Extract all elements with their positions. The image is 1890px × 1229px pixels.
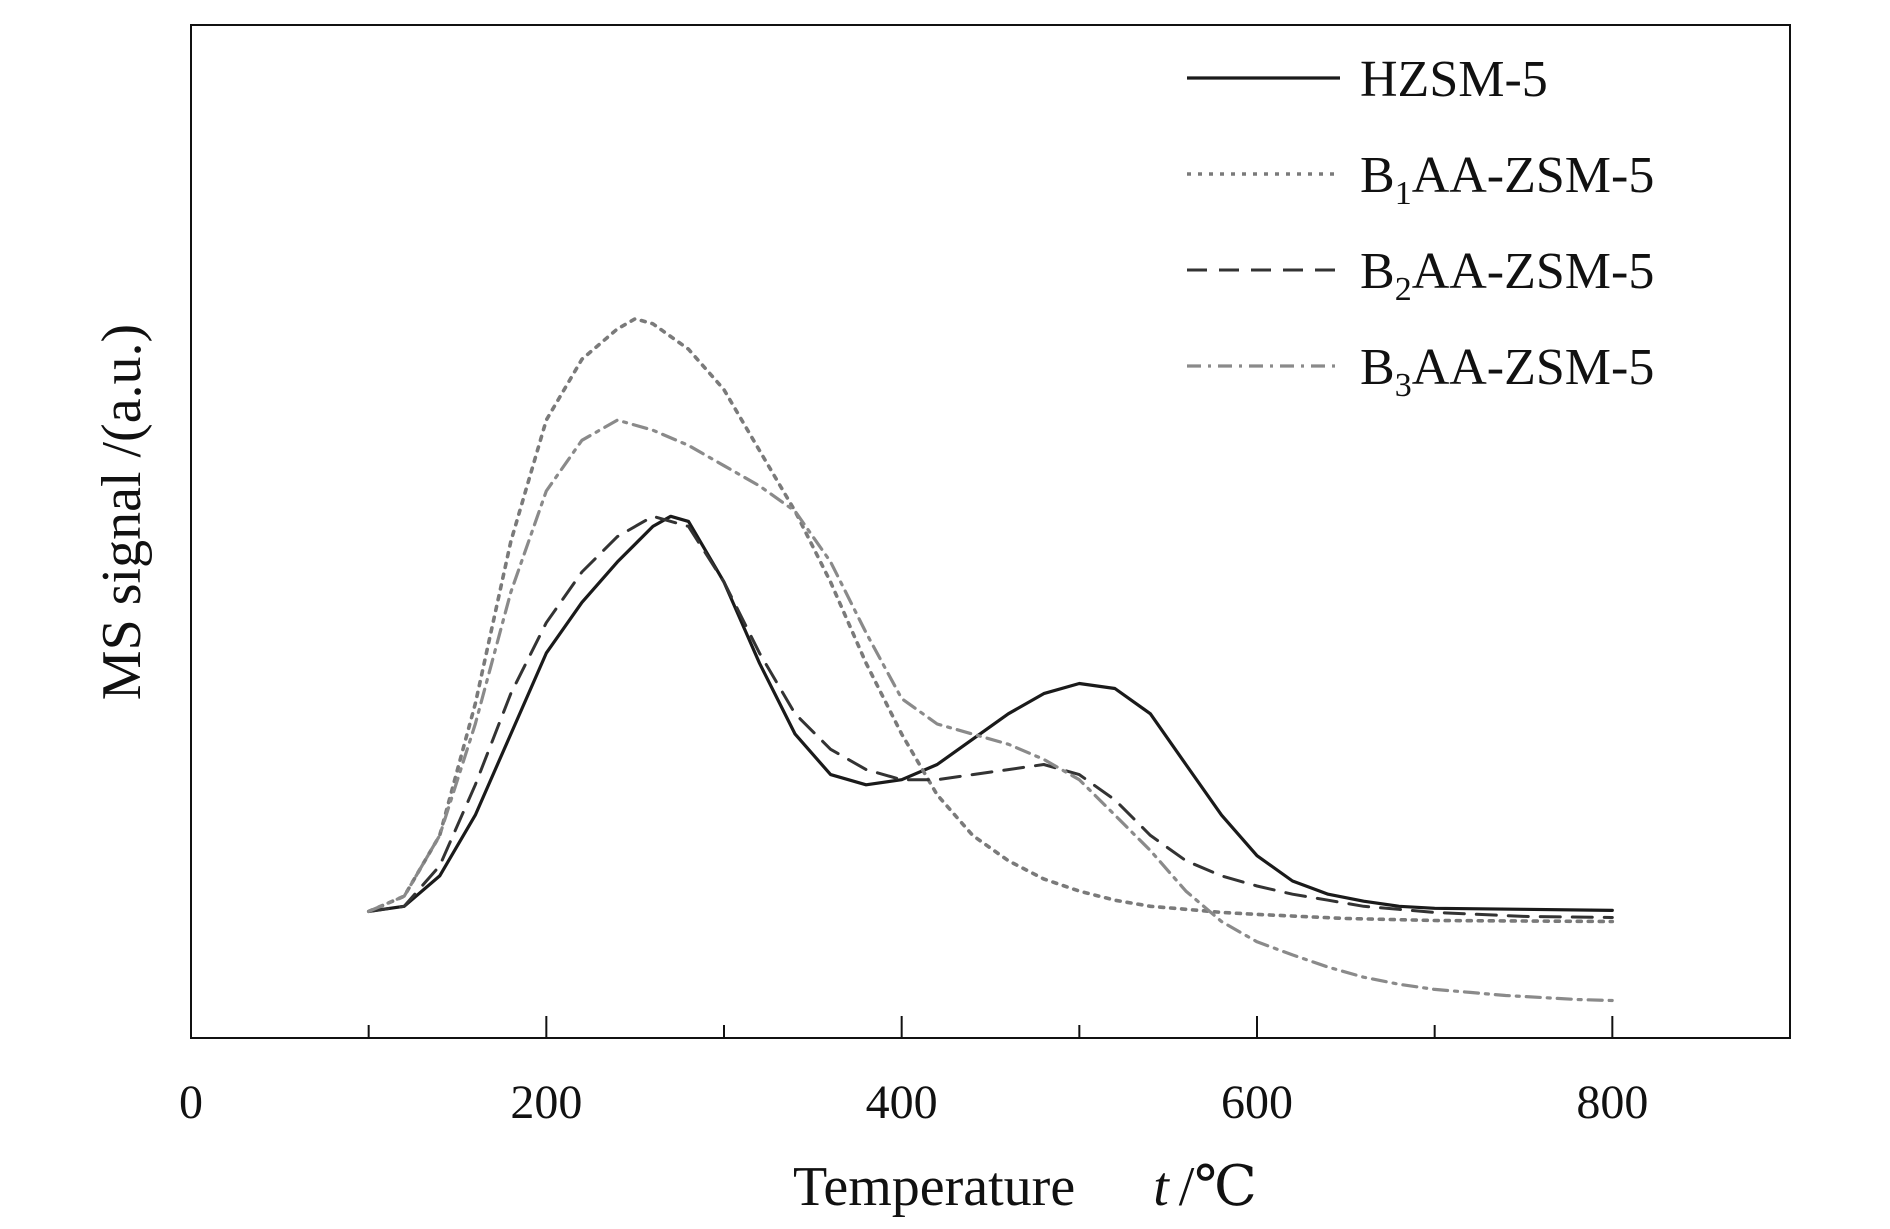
x-axis-title-label: Temperature [793,1156,1075,1218]
x-axis-title-symbol: t [1153,1156,1170,1218]
x-tick-label: 600 [1221,1076,1293,1129]
series-lines [366,316,1615,1003]
legend-label-subscript: 1 [1395,175,1412,212]
legend-label-suffix: AA-ZSM-5 [1412,147,1655,204]
legend-label-main: B [1360,243,1395,300]
legend-label-main: B [1360,339,1395,396]
series-line-3 [367,514,1614,919]
x-tick-label: 0 [179,1076,203,1129]
legend-label-2: B1AA-ZSM-5 [1360,147,1654,212]
x-axis-title-unit: /℃ [1179,1156,1257,1218]
legend-label-main: HZSM-5 [1360,51,1548,108]
legend-label-main: B [1360,147,1395,204]
x-tick-label: 800 [1576,1076,1648,1129]
legend-label-subscript: 3 [1395,367,1412,404]
legend-label-3: B2AA-ZSM-5 [1360,243,1654,308]
legend-label-subscript: 2 [1395,271,1412,308]
x-tick-label: 400 [866,1076,938,1129]
legend-label-4: B3AA-ZSM-5 [1360,339,1654,404]
series-line-1 [367,514,1614,914]
x-tick-label: 200 [510,1076,582,1129]
series-line-4 [367,418,1614,1003]
legend-label-suffix: AA-ZSM-5 [1412,339,1655,396]
plot-border [190,24,1791,1039]
legend-label-1: HZSM-5 [1360,51,1548,108]
x-axis-ticks [190,1016,1614,1038]
x-axis-title: Temperature t/℃ [793,1156,1257,1218]
plot-frame [190,24,1791,1039]
y-axis-title: MS signal /(a.u.) [91,324,153,700]
x-axis-tick-labels: 0 200 400 600 800 [179,1076,1648,1129]
legend-label-suffix: AA-ZSM-5 [1412,243,1655,300]
series-line-2 [366,316,1615,924]
